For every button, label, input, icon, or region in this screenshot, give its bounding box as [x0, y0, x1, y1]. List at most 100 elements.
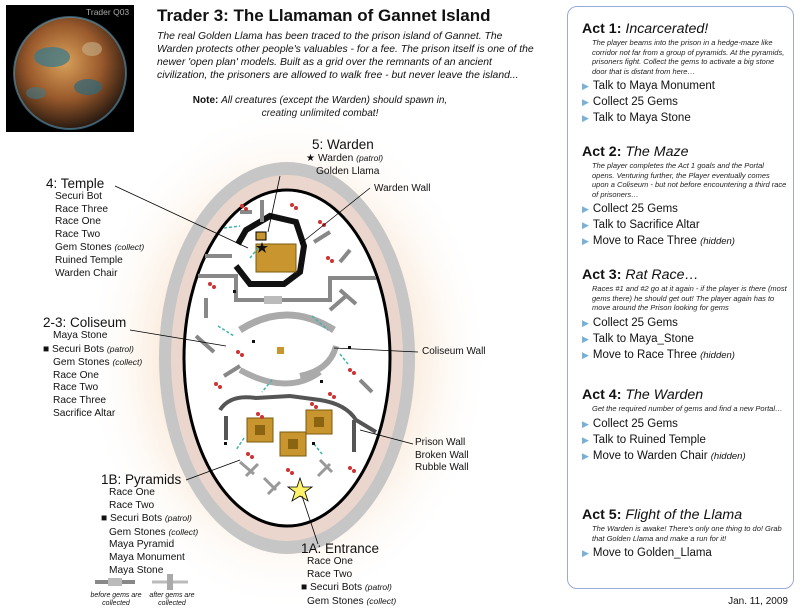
- coliseum-wall-label: Coliseum Wall: [422, 346, 486, 357]
- list-item: Warden Chair: [55, 267, 118, 279]
- list-item: Maya Stone: [109, 564, 164, 576]
- triangle-bullet-icon: ▶: [582, 81, 589, 91]
- temple-title: 4: Temple: [46, 176, 105, 191]
- securi-bots: [224, 290, 351, 445]
- list-item: Ruined Temple: [55, 254, 123, 266]
- triangle-bullet-icon: ▶: [582, 418, 589, 429]
- act-task: ▶ Talk to Sacrifice Altar: [582, 219, 700, 231]
- list-item: Gem Stones (collect): [55, 242, 145, 254]
- coliseum-group: 2-3: Coliseum Maya Stone ■ Securi Bots (…: [43, 315, 142, 420]
- act-3: Act 3: Rat Race… Races #1 and #2 go at i…: [582, 267, 787, 364]
- list-item: Race Two: [109, 499, 155, 511]
- pyramids: [246, 409, 333, 457]
- warden-group: 5: Warden ★ Warden (patrol) Golden Llama: [306, 137, 383, 178]
- rubble-wall: [262, 476, 282, 496]
- act-4: Act 4: The Warden Get the required numbe…: [582, 387, 787, 465]
- patrol-paths: [217, 225, 349, 455]
- list-item: Race One: [53, 369, 99, 381]
- act-task: ▶ Talk to Ruined Temple: [582, 433, 706, 446]
- note-label: Note:: [192, 95, 219, 106]
- sacrifice-altar: [277, 347, 284, 354]
- list-item: Race Two: [55, 228, 101, 240]
- list-item: Race One: [307, 556, 353, 567]
- rubble-wall: [316, 458, 334, 478]
- broken-wall: [240, 200, 264, 222]
- act-heading: Act 1: Incarcerated!: [582, 21, 709, 37]
- act-heading: Act 5: Flight of the Llama: [582, 507, 743, 523]
- warden-star-icon: [256, 242, 268, 253]
- triangle-bullet-icon: ▶: [582, 97, 589, 107]
- prison-wall: [182, 188, 392, 528]
- entrance-group: 1A: Entrance Race One Race Two ■ Securi …: [301, 541, 396, 608]
- list-item: Race One: [109, 487, 155, 498]
- act-task: ▶ Talk to Maya Monument: [582, 80, 716, 92]
- triangle-bullet-icon: ▶: [582, 236, 589, 246]
- act-task: ▶ Move to Race Three (hidden): [582, 235, 735, 247]
- planet-tag: Trader Q03: [86, 7, 130, 17]
- intro-text: The real Golden Llama has been traced to…: [157, 31, 534, 81]
- triangle-bullet-icon: ▶: [582, 220, 589, 230]
- list-item: Gem Stones (collect): [53, 357, 143, 369]
- broken-wall: [328, 288, 358, 312]
- act-task: ▶ Collect 25 Gems: [582, 96, 678, 108]
- coliseum-title: 2-3: Coliseum: [43, 315, 127, 330]
- act-task: ▶ Talk to Maya_Stone: [582, 332, 694, 345]
- act-task: ▶ Talk to Maya Stone: [582, 112, 691, 124]
- list-item: Race Three: [53, 394, 107, 406]
- act-task: ▶ Collect 25 Gems: [582, 417, 678, 430]
- warden-wall-label: Warden Wall: [374, 183, 431, 194]
- broken-wall: [312, 230, 352, 264]
- prison-inner-wall: [224, 416, 356, 452]
- act-description: The player completes the Act 1 goals and…: [592, 161, 787, 199]
- leader-lines: [114, 175, 419, 545]
- act-5: Act 5: Flight of the Llama The Warden is…: [582, 507, 787, 561]
- list-item: Maya Stone: [53, 330, 108, 341]
- list-item: Race Two: [307, 568, 353, 580]
- list-item: Gem Stones (collect): [307, 595, 397, 607]
- broken-wall: [194, 334, 374, 394]
- act-heading: Act 3: Rat Race…: [582, 267, 699, 283]
- act-task: ▶ Move to Race Three (hidden): [582, 348, 735, 361]
- prison-map: [82, 103, 492, 613]
- act-task: ▶ Move to Golden_Llama: [582, 547, 712, 559]
- list-item: Maya Pyramid: [109, 539, 175, 551]
- list-item: Race Three: [55, 203, 109, 215]
- triangle-bullet-icon: ▶: [582, 450, 589, 461]
- wall-types: Prison Wall Broken Wall Rubble Wall: [415, 437, 469, 475]
- planet-image: Trader Q03: [6, 5, 134, 132]
- date-label: Jan. 11, 2009: [728, 596, 788, 607]
- prison-wall-label: Prison Wall: [415, 437, 466, 448]
- start-star-icon: [286, 476, 314, 502]
- entrance-title: 1A: Entrance: [301, 541, 380, 556]
- golden-llama-item: Golden Llama: [316, 165, 380, 177]
- planet-illustration: [13, 16, 127, 130]
- broken-wall: [198, 274, 376, 302]
- list-item: ■ Securi Bots (patrol): [101, 513, 192, 525]
- gate: [264, 296, 282, 304]
- warden-wall: [233, 212, 308, 287]
- triangle-bullet-icon: ▶: [582, 434, 589, 445]
- act-2: Act 2: The Maze The player completes the…: [582, 144, 787, 250]
- act-1: Act 1: Incarcerated! The player beams in…: [582, 21, 787, 126]
- acts-panel: Act 1: Incarcerated! The player beams in…: [567, 6, 794, 589]
- rubble-wall: [239, 460, 260, 478]
- list-item: ■ Securi Bots (patrol): [43, 343, 134, 355]
- legend-after: after gems are collected: [149, 592, 195, 607]
- list-item: ■ Securi Bots (patrol): [301, 582, 392, 594]
- act-task: ▶ Collect 25 Gems: [582, 203, 678, 215]
- triangle-bullet-icon: ▶: [582, 317, 589, 328]
- act-task: ▶ Collect 25 Gems: [582, 316, 678, 329]
- temple-group: 4: Temple Securi Bot Race Three Race One…: [46, 176, 144, 280]
- warden-chair: [255, 231, 267, 241]
- triangle-bullet-icon: ▶: [582, 113, 589, 123]
- triangle-bullet-icon: ▶: [582, 349, 589, 360]
- warden-title: 5: Warden: [312, 137, 374, 152]
- list-item: Race One: [55, 216, 101, 228]
- pyramids-group: 1B: Pyramids Race One Race Two ■ Securi …: [101, 472, 198, 577]
- prison-inner-wall: [218, 393, 378, 434]
- pyramids-title: 1B: Pyramids: [101, 472, 182, 487]
- act-description: The player beams into the prison in a he…: [592, 38, 785, 76]
- list-item: Securi Bot: [55, 191, 102, 202]
- list-item: Maya Monument: [109, 551, 185, 563]
- triangle-bullet-icon: ▶: [582, 548, 589, 558]
